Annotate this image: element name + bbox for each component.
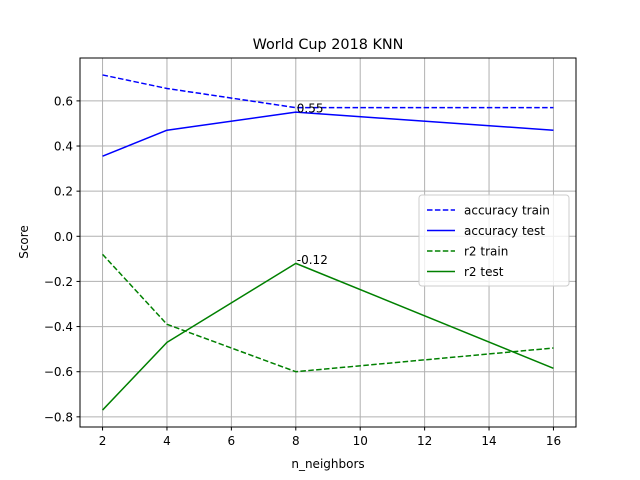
y-tick-label: −0.2 — [44, 275, 73, 289]
data-annotation: 0.55 — [297, 102, 324, 116]
x-tick-label: 10 — [353, 434, 368, 448]
x-tick-label: 14 — [481, 434, 496, 448]
y-tick-label: −0.6 — [44, 365, 73, 379]
y-tick-label: 0.2 — [54, 185, 73, 199]
x-tick-label: 2 — [99, 434, 107, 448]
axis-ticks: 2 4 6 8 10 12 14 16 −0.8 −0.6 −0.4 −0.2 0.0 0.2 0.4 0.6 — [44, 94, 561, 448]
x-tick-label: 4 — [163, 434, 171, 448]
series-lines — [101, 74, 554, 411]
y-tick-label: −0.4 — [44, 320, 73, 334]
y-tick-label: 0.4 — [54, 140, 73, 154]
x-axis-title: n_neighbors — [291, 457, 364, 471]
grid — [80, 58, 576, 427]
series-line-accuracy-train — [102, 74, 554, 109]
legend-box — [418, 194, 570, 287]
series-line-r2-train — [101, 253, 554, 373]
legend: accuracy train accuracy test r2 train r2 te… — [418, 194, 570, 287]
annotations: 0.55 -0.12 — [297, 102, 328, 267]
y-axis-title: Score — [17, 225, 31, 259]
data-annotation: -0.12 — [297, 253, 328, 267]
legend-label: r2 test — [464, 265, 504, 279]
y-tick-label: 0.6 — [54, 94, 73, 108]
series-line-r2-test — [102, 262, 554, 411]
plot-frame — [79, 57, 577, 428]
legend-label: accuracy test — [464, 224, 545, 238]
y-tick-label: 0.0 — [54, 230, 73, 244]
x-tick-label: 16 — [546, 434, 561, 448]
x-tick-label: 8 — [292, 434, 300, 448]
series-line-accuracy-test — [102, 111, 554, 157]
x-tick-label: 6 — [228, 434, 236, 448]
legend-label: r2 train — [464, 245, 508, 259]
legend-label: accuracy train — [464, 204, 550, 218]
chart-title: World Cup 2018 KNN — [253, 37, 404, 53]
y-tick-label: −0.8 — [44, 410, 73, 424]
x-tick-label: 12 — [417, 434, 432, 448]
